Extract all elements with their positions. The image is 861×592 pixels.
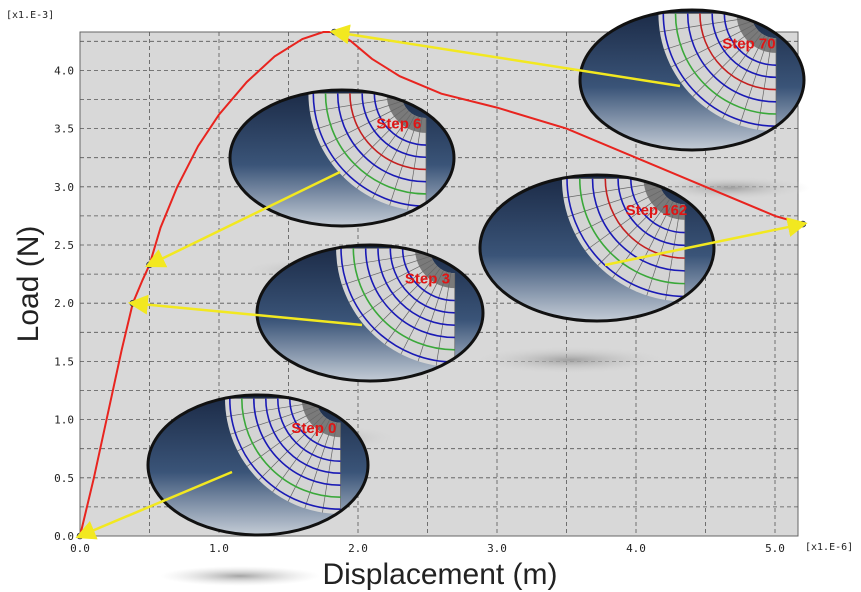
x-axis-label: Displacement (m) — [322, 558, 557, 591]
x-tick-label: 0.0 — [70, 542, 90, 555]
x-tick-label: 3.0 — [487, 542, 507, 555]
x-tick-labels: 0.0 1.0 2.0 3.0 4.0 5.0 — [70, 542, 785, 555]
y-tick-label: 1.0 — [54, 414, 74, 427]
y-tick-label: 0.5 — [54, 472, 74, 485]
step-label: Step 162 — [626, 202, 688, 219]
x-multiplier: [x1.E-6] — [805, 542, 853, 553]
step-arrow — [75, 470, 233, 540]
y-tick-label: 3.5 — [54, 123, 74, 136]
mesh-inset: Step 70 — [578, 8, 806, 152]
mesh-inset: Step 6 — [228, 88, 456, 228]
y-tick-labels: 0.0 0.5 1.0 1.5 2.0 2.5 3.0 3.5 4.0 — [54, 64, 74, 543]
step-label: Step 6 — [376, 116, 421, 133]
step-arrows — [75, 24, 808, 540]
step-arrow — [329, 24, 681, 88]
x-tick-label: 2.0 — [348, 542, 368, 555]
y-tick-label: 2.0 — [54, 297, 74, 310]
y-multiplier: [x1.E-3] — [6, 10, 54, 21]
y-tick-label: 2.5 — [54, 239, 74, 252]
y-tick-label: 3.0 — [54, 181, 74, 194]
y-tick-label: 0.0 — [54, 530, 74, 543]
step-arrow — [145, 170, 341, 268]
mesh-insets: Step 0 Step 3 Step 6 Step 70 Step 162 — [146, 8, 806, 537]
y-tick-label: 4.0 — [54, 64, 74, 77]
mesh-inset: Step 3 — [255, 243, 485, 383]
x-tick-label: 4.0 — [626, 542, 646, 555]
step-label: Step 70 — [722, 36, 775, 53]
x-tick-label: 1.0 — [209, 542, 229, 555]
mesh-inset: Step 0 — [146, 393, 370, 537]
y-axis-label: Load (N) — [12, 226, 45, 343]
step-arrow — [127, 294, 363, 327]
mesh-inset: Step 162 — [478, 173, 716, 323]
y-tick-label: 1.5 — [54, 355, 74, 368]
step-arrow — [604, 217, 808, 267]
x-tick-label: 5.0 — [765, 542, 785, 555]
step-label: Step 0 — [291, 420, 336, 437]
step-label: Step 3 — [405, 271, 450, 288]
